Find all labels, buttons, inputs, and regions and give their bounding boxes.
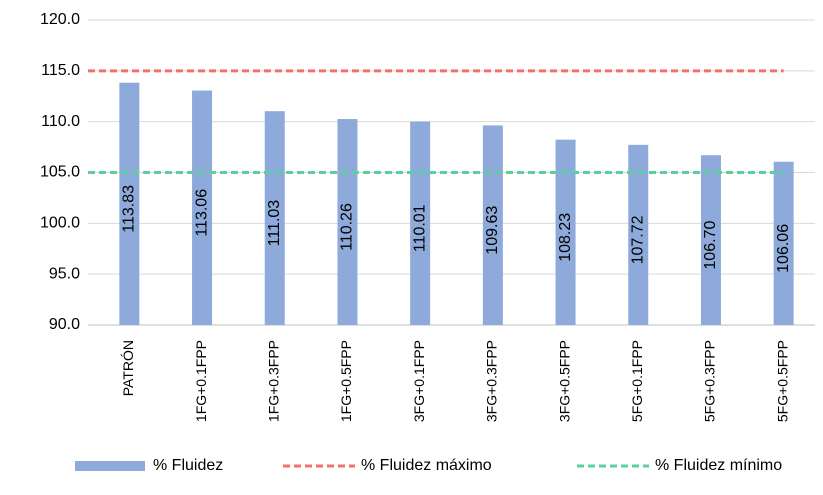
- y-tick-label: 95.0: [49, 265, 80, 282]
- x-tick-label: 3FG+0.5FPP: [556, 340, 572, 422]
- x-tick-label: 5FG+0.5FPP: [774, 340, 790, 422]
- y-tick-label: 115.0: [41, 62, 80, 79]
- x-tick-label: 1FG+0.1FPP: [193, 340, 209, 422]
- x-tick-label: 1FG+0.5FPP: [338, 340, 354, 422]
- data-label: 106.70: [702, 221, 719, 270]
- data-label: 108.23: [557, 213, 574, 262]
- bar: [482, 125, 503, 325]
- bar: [119, 82, 140, 325]
- legend-label: % Fluidez mínimo: [655, 457, 782, 474]
- data-label: 113.83: [121, 185, 138, 233]
- y-tick-label: 90.0: [49, 316, 80, 333]
- bar: [192, 90, 213, 325]
- x-tick-label: 5FG+0.3FPP: [702, 340, 718, 422]
- legend-label: % Fluidez: [153, 457, 223, 474]
- data-label: 110.26: [339, 203, 356, 251]
- legend-label: % Fluidez máximo: [361, 457, 492, 474]
- data-label: 110.01: [411, 204, 428, 252]
- x-tick-label: 1FG+0.3FPP: [265, 340, 281, 422]
- bar: [628, 144, 649, 325]
- data-label: 109.63: [484, 206, 501, 255]
- bar: [700, 155, 721, 325]
- y-tick-label: 105.0: [40, 164, 80, 181]
- y-tick-label: 100.0: [40, 215, 80, 232]
- data-label: 107.72: [629, 215, 646, 264]
- data-label: 113.06: [193, 189, 210, 237]
- x-tick-label: 3FG+0.3FPP: [484, 340, 500, 422]
- legend-swatch: [75, 461, 145, 471]
- bar: [264, 111, 285, 325]
- x-tick-label: 3FG+0.1FPP: [411, 340, 427, 422]
- bar: [555, 139, 576, 325]
- x-tick-label: PATRÓN: [120, 340, 136, 396]
- bar: [410, 121, 431, 325]
- y-tick-label: 110.0: [41, 113, 80, 130]
- x-tick-label: 5FG+0.1FPP: [629, 340, 645, 422]
- data-label: 111.03: [266, 200, 283, 247]
- bar: [337, 119, 358, 325]
- data-label: 106.06: [775, 224, 792, 273]
- y-tick-label: 120.0: [40, 11, 80, 28]
- bar: [773, 161, 794, 325]
